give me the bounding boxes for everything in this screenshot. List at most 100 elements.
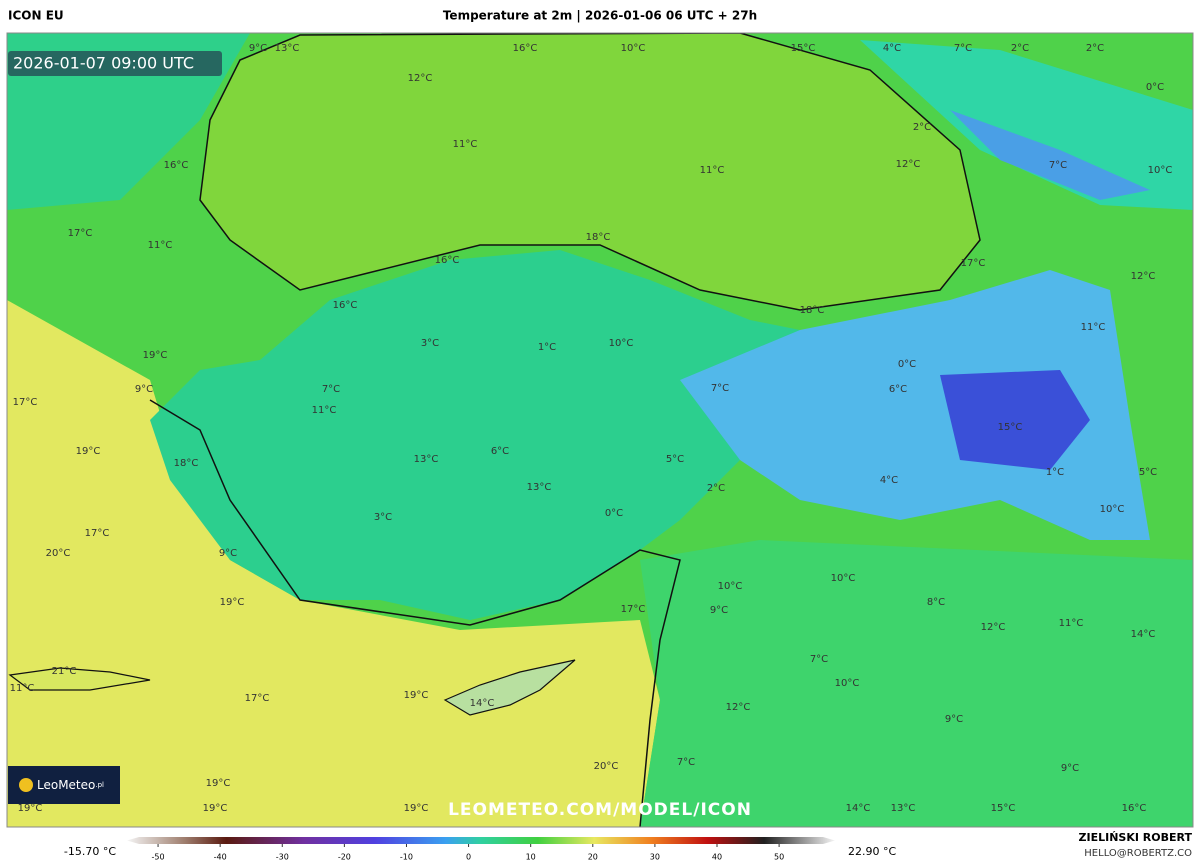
- temperature-label: 2°C: [1011, 43, 1029, 54]
- cold-region: [950, 110, 1150, 200]
- colorbar-tick-label: -30: [276, 853, 289, 862]
- temperature-label: 11°C: [1081, 322, 1106, 333]
- temperature-label: 2°C: [913, 122, 931, 133]
- teal-region: [7, 33, 250, 210]
- temperature-label: 20°C: [594, 761, 619, 772]
- temperature-label: 2°C: [707, 483, 725, 494]
- temperature-label: 4°C: [883, 43, 901, 54]
- temperature-label: 13°C: [275, 43, 300, 54]
- temperature-label: 16°C: [513, 43, 538, 54]
- crete: [8, 667, 151, 691]
- temperature-label: 19°C: [206, 778, 231, 789]
- temperature-label: 12°C: [981, 622, 1006, 633]
- colorbar-tick-label: 0: [466, 853, 471, 862]
- colorbar-tick-label: -50: [152, 853, 165, 862]
- temperature-label: 6°C: [889, 384, 907, 395]
- temperature-label: 10°C: [1148, 165, 1173, 176]
- temperature-label: 9°C: [710, 605, 728, 616]
- temperature-label: 4°C: [880, 475, 898, 486]
- temperature-label: 11°C: [10, 683, 35, 694]
- temperature-label: 19°C: [404, 803, 429, 814]
- temperature-label: 16°C: [1122, 803, 1147, 814]
- temperature-label: 9°C: [135, 384, 153, 395]
- temperature-label: 7°C: [1049, 160, 1067, 171]
- logo-text: LeoMeteo.pl: [37, 778, 104, 792]
- anatolia: [150, 250, 800, 620]
- colorbar-tick-label: -40: [214, 853, 227, 862]
- temperature-label: 14°C: [846, 803, 871, 814]
- legend-max: 22.90 °C: [848, 845, 896, 858]
- temperature-label: 8°C: [927, 597, 945, 608]
- temperature-label: 17°C: [621, 604, 646, 615]
- temperature-label: 13°C: [891, 803, 916, 814]
- time-badge: [8, 51, 222, 76]
- temperature-label: 9°C: [945, 714, 963, 725]
- very-cold-region: [940, 370, 1090, 470]
- temperature-label: 17°C: [85, 528, 110, 539]
- temperature-label: 13°C: [414, 454, 439, 465]
- temperature-label: 19°C: [76, 446, 101, 457]
- temperature-label: 7°C: [954, 43, 972, 54]
- temperature-label: 15°C: [791, 43, 816, 54]
- temperature-label: 12°C: [1131, 271, 1156, 282]
- colorbar-tick-label: -20: [338, 853, 351, 862]
- temperature-label: 7°C: [677, 757, 695, 768]
- colorbar-tick-label: -10: [400, 853, 413, 862]
- temperature-label: 16°C: [164, 160, 189, 171]
- temperature-label: 19°C: [203, 803, 228, 814]
- temperature-label: 19°C: [143, 350, 168, 361]
- temperature-label: 12°C: [896, 159, 921, 170]
- temperature-label: 1°C: [538, 342, 556, 353]
- legend-min: -15.70 °C: [64, 845, 116, 858]
- temperature-label: 2°C: [1086, 43, 1104, 54]
- author-email: HELLO@ROBERTZ.CO: [1084, 848, 1192, 859]
- temperature-label: 9°C: [1061, 763, 1079, 774]
- valid-time: 2026-01-07 09:00 UTC: [13, 54, 194, 73]
- cold-region: [680, 270, 1150, 540]
- logo-suffix: .pl: [95, 781, 104, 789]
- temperature-label: 10°C: [621, 43, 646, 54]
- temperature-label: 12°C: [408, 73, 433, 84]
- temperature-label: 10°C: [718, 581, 743, 592]
- black-sea: [199, 33, 981, 311]
- temperature-label: 19°C: [18, 803, 43, 814]
- temperature-label: 21°C: [52, 666, 77, 677]
- temperature-label: 20°C: [46, 548, 71, 559]
- temperature-label: 14°C: [470, 698, 495, 709]
- temperature-label: 9°C: [219, 548, 237, 559]
- colorbar-tick-label: 10: [526, 853, 536, 862]
- temperature-label: 11°C: [700, 165, 725, 176]
- temperature-label: 11°C: [148, 240, 173, 251]
- colorbar-tick-label: 30: [650, 853, 660, 862]
- temperature-label: 6°C: [491, 446, 509, 457]
- teal-region: [860, 40, 1193, 210]
- temperature-label: 11°C: [312, 405, 337, 416]
- temperature-label: 19°C: [220, 597, 245, 608]
- temperature-label: 18°C: [800, 305, 825, 316]
- temperature-label: 3°C: [421, 338, 439, 349]
- temperature-label: 10°C: [1100, 504, 1125, 515]
- temperature-label: 7°C: [711, 383, 729, 394]
- temperature-label: 17°C: [961, 258, 986, 269]
- temperature-label: 17°C: [245, 693, 270, 704]
- temperature-label: 12°C: [726, 702, 751, 713]
- temperature-label: 0°C: [1146, 82, 1164, 93]
- map-title: Temperature at 2m | 2026-01-06 06 UTC + …: [443, 9, 757, 23]
- temperature-label: 14°C: [1131, 629, 1156, 640]
- temperature-label: 7°C: [810, 654, 828, 665]
- temperature-label: 7°C: [322, 384, 340, 395]
- colorbar-ticks: -50 -40 -30 -20 -10 0 10 20 30 40 50: [152, 844, 784, 862]
- temperature-label: 17°C: [13, 397, 38, 408]
- temperature-label: 16°C: [333, 300, 358, 311]
- map-frame: [6, 32, 1194, 828]
- cyprus: [443, 659, 576, 716]
- coastline: [149, 399, 681, 827]
- temperature-labels: 9°C 13°C 16°C 10°C 15°C 4°C 7°C 2°C 2°C 12°C 0°C 11…: [10, 43, 1173, 814]
- temperature-label: 1°C: [1046, 467, 1064, 478]
- south-region: [640, 540, 1193, 827]
- temperature-label: 5°C: [1139, 467, 1157, 478]
- temperature-label: 11°C: [1059, 618, 1084, 629]
- map: 2026-01-07 09:00 UTC LeoMeteo.pl LEOMETE…: [7, 33, 1193, 827]
- temperature-label: 3°C: [374, 512, 392, 523]
